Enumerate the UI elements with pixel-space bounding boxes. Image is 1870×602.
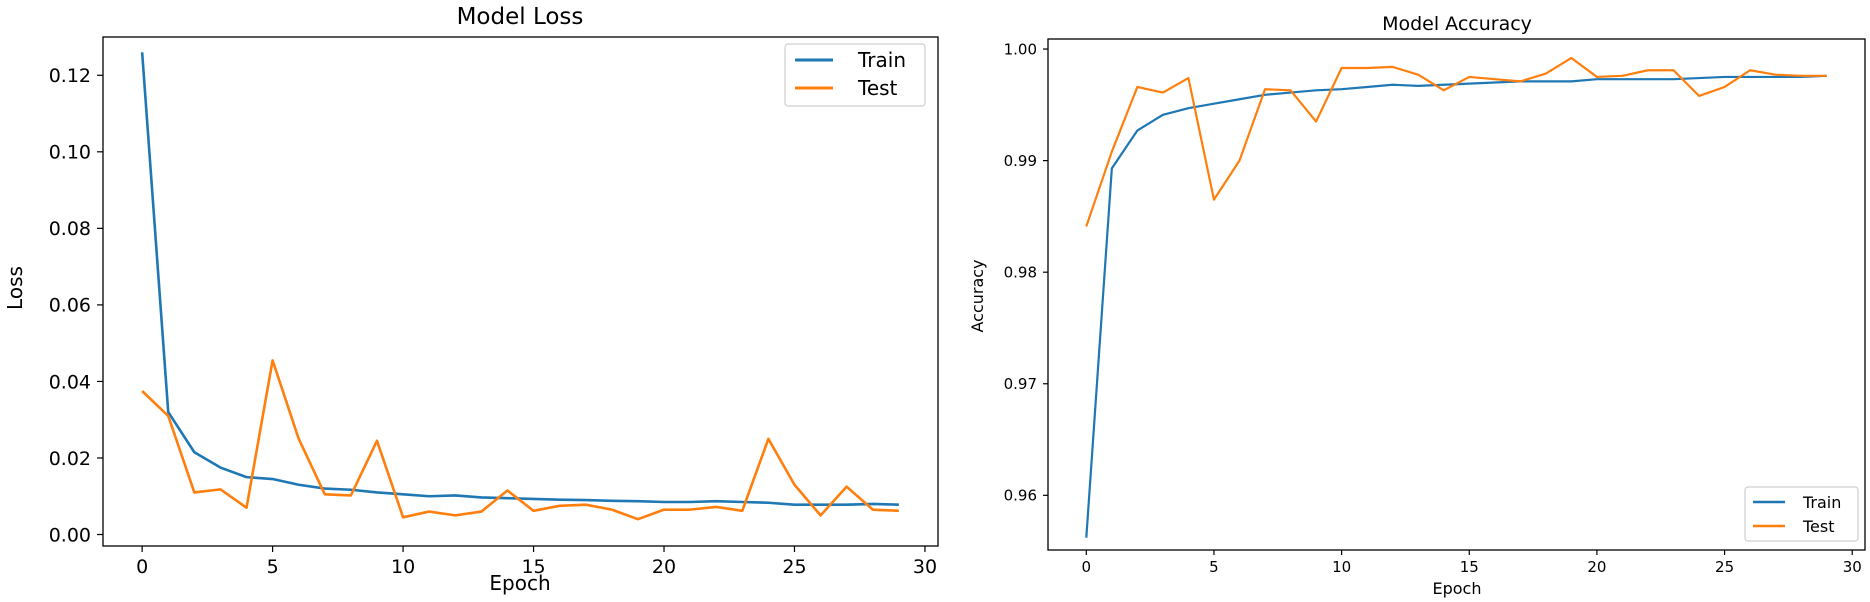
accuracy-y-tick-label: 0.97 [1004, 375, 1037, 393]
loss-y-tick-label: 0.12 [49, 65, 91, 87]
loss-y-tick-label: 0.04 [49, 371, 91, 393]
accuracy-legend-train-label: Train [1802, 493, 1841, 512]
accuracy-x-tick-label: 30 [1843, 558, 1862, 576]
accuracy-y-ticks: 0.96 0.97 0.98 0.99 1.00 [1004, 40, 1048, 505]
loss-plot-area [140, 52, 899, 521]
loss-legend-train-label: Train [857, 48, 906, 72]
accuracy-legend-box [1744, 486, 1859, 542]
loss-y-axis-label: Loss [3, 266, 27, 310]
loss-y-tick-label: 0.06 [49, 295, 91, 317]
accuracy-axes-frame [1047, 38, 1866, 551]
accuracy-y-tick-label: 0.98 [1004, 264, 1037, 282]
loss-chart: Model Loss Epoch Loss 0 5 10 15 20 25 30 0.000… [3, 4, 939, 595]
accuracy-x-tick-label: 20 [1587, 558, 1606, 576]
accuracy-x-tick-label: 15 [1460, 558, 1479, 576]
accuracy-chart: Model Accuracy Epoch Accuracy 0 5 10 15 20 25… [968, 13, 1866, 598]
accuracy-x-tick-label: 5 [1209, 558, 1219, 576]
accuracy-x-axis-label: Epoch [1433, 579, 1482, 598]
loss-series-test [141, 359, 899, 521]
loss-y-tick-label: 0.00 [49, 524, 91, 546]
loss-x-tick-label: 20 [652, 556, 676, 578]
accuracy-x-tick-label: 10 [1332, 558, 1351, 576]
accuracy-x-tick-label: 0 [1082, 558, 1092, 576]
loss-y-ticks: 0.00 0.02 0.04 0.06 0.08 0.10 0.12 [49, 65, 103, 546]
accuracy-chart-title: Model Accuracy [1382, 13, 1532, 35]
accuracy-plot-area [1085, 56, 1827, 538]
loss-y-tick-label: 0.10 [49, 142, 91, 164]
accuracy-legend-test-label: Test [1802, 517, 1835, 536]
accuracy-x-ticks: 0 5 10 15 20 25 30 [1082, 550, 1862, 576]
loss-series-train [140, 52, 899, 506]
loss-x-tick-label: 25 [782, 556, 806, 578]
loss-x-axis-label: Epoch [489, 571, 550, 595]
loss-x-tick-label: 15 [521, 556, 545, 578]
accuracy-legend: Train Test [1744, 486, 1859, 542]
accuracy-y-axis-label: Accuracy [968, 259, 987, 332]
loss-x-tick-label: 5 [267, 556, 279, 578]
loss-x-tick-label: 30 [913, 556, 937, 578]
loss-x-tick-label: 10 [391, 556, 415, 578]
accuracy-y-tick-label: 1.00 [1004, 40, 1037, 58]
loss-y-tick-label: 0.08 [49, 218, 91, 240]
loss-x-ticks: 0 5 10 15 20 25 30 [136, 546, 937, 578]
loss-legend-test-label: Test [857, 76, 898, 100]
loss-axes-frame [102, 36, 939, 547]
accuracy-y-tick-label: 0.99 [1004, 152, 1037, 170]
accuracy-series-test [1085, 56, 1827, 227]
loss-chart-title: Model Loss [457, 4, 584, 30]
loss-x-tick-label: 0 [136, 556, 148, 578]
accuracy-x-tick-label: 25 [1715, 558, 1734, 576]
loss-legend: Train Test [784, 43, 926, 107]
accuracy-y-tick-label: 0.96 [1004, 487, 1037, 505]
loss-y-tick-label: 0.02 [49, 448, 91, 470]
